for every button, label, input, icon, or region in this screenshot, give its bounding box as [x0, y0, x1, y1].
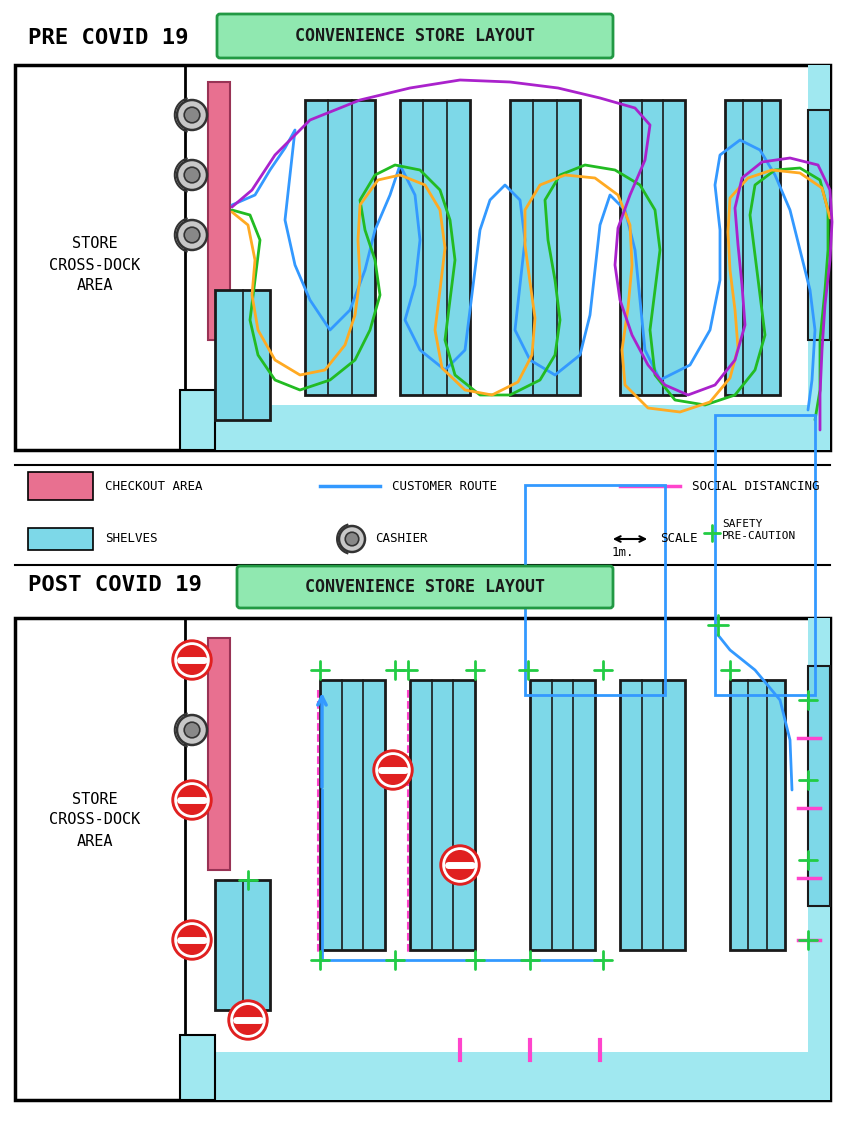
Text: SAFETY
PRE-CAUTION: SAFETY PRE-CAUTION: [722, 519, 796, 541]
Bar: [215, 880, 270, 1010]
Circle shape: [228, 1000, 268, 1040]
Bar: [620, 100, 685, 395]
Circle shape: [345, 533, 359, 546]
Bar: [28, 472, 93, 500]
Bar: [180, 1035, 215, 1100]
Bar: [410, 680, 475, 950]
Bar: [808, 667, 830, 906]
Circle shape: [177, 715, 207, 745]
FancyBboxPatch shape: [217, 13, 613, 58]
Circle shape: [184, 227, 200, 243]
Text: SHELVES: SHELVES: [105, 533, 157, 545]
Bar: [15, 618, 830, 1100]
Circle shape: [172, 921, 212, 960]
Text: CHECKOUT AREA: CHECKOUT AREA: [105, 480, 202, 492]
Bar: [320, 680, 385, 950]
Bar: [510, 100, 580, 395]
Text: CONVENIENCE STORE LAYOUT: CONVENIENCE STORE LAYOUT: [295, 27, 535, 45]
Circle shape: [172, 640, 212, 680]
Circle shape: [177, 220, 207, 250]
Bar: [620, 680, 685, 950]
Bar: [185, 405, 830, 450]
Text: SCALE: SCALE: [660, 533, 697, 545]
Circle shape: [339, 526, 365, 552]
Circle shape: [440, 845, 480, 885]
Circle shape: [184, 723, 200, 737]
Bar: [180, 390, 215, 450]
Bar: [215, 290, 270, 420]
Circle shape: [172, 780, 212, 821]
Bar: [185, 1052, 830, 1100]
Bar: [305, 100, 375, 395]
Bar: [725, 100, 780, 395]
FancyBboxPatch shape: [237, 566, 613, 608]
Bar: [530, 680, 595, 950]
Circle shape: [184, 107, 200, 123]
Bar: [808, 618, 830, 1052]
Text: 1m.: 1m.: [612, 546, 634, 560]
Circle shape: [184, 167, 200, 183]
Bar: [808, 110, 830, 339]
Bar: [28, 528, 93, 550]
Circle shape: [177, 100, 207, 130]
Text: STORE
CROSS-DOCK
AREA: STORE CROSS-DOCK AREA: [49, 236, 140, 293]
Bar: [208, 82, 230, 339]
Bar: [525, 484, 665, 695]
Bar: [208, 638, 230, 870]
Text: POST COVID 19: POST COVID 19: [28, 575, 202, 595]
Bar: [15, 65, 830, 450]
Text: CONVENIENCE STORE LAYOUT: CONVENIENCE STORE LAYOUT: [305, 578, 545, 596]
Text: CASHIER: CASHIER: [375, 533, 427, 545]
Text: STORE
CROSS-DOCK
AREA: STORE CROSS-DOCK AREA: [49, 791, 140, 849]
Text: CUSTOMER ROUTE: CUSTOMER ROUTE: [392, 480, 497, 492]
Circle shape: [177, 160, 207, 190]
Bar: [730, 680, 785, 950]
Text: PRE COVID 19: PRE COVID 19: [28, 28, 189, 48]
Bar: [808, 65, 830, 405]
Circle shape: [373, 750, 413, 790]
Text: SOCIAL DISTANCING: SOCIAL DISTANCING: [692, 480, 820, 492]
Bar: [400, 100, 470, 395]
Bar: [715, 415, 815, 695]
